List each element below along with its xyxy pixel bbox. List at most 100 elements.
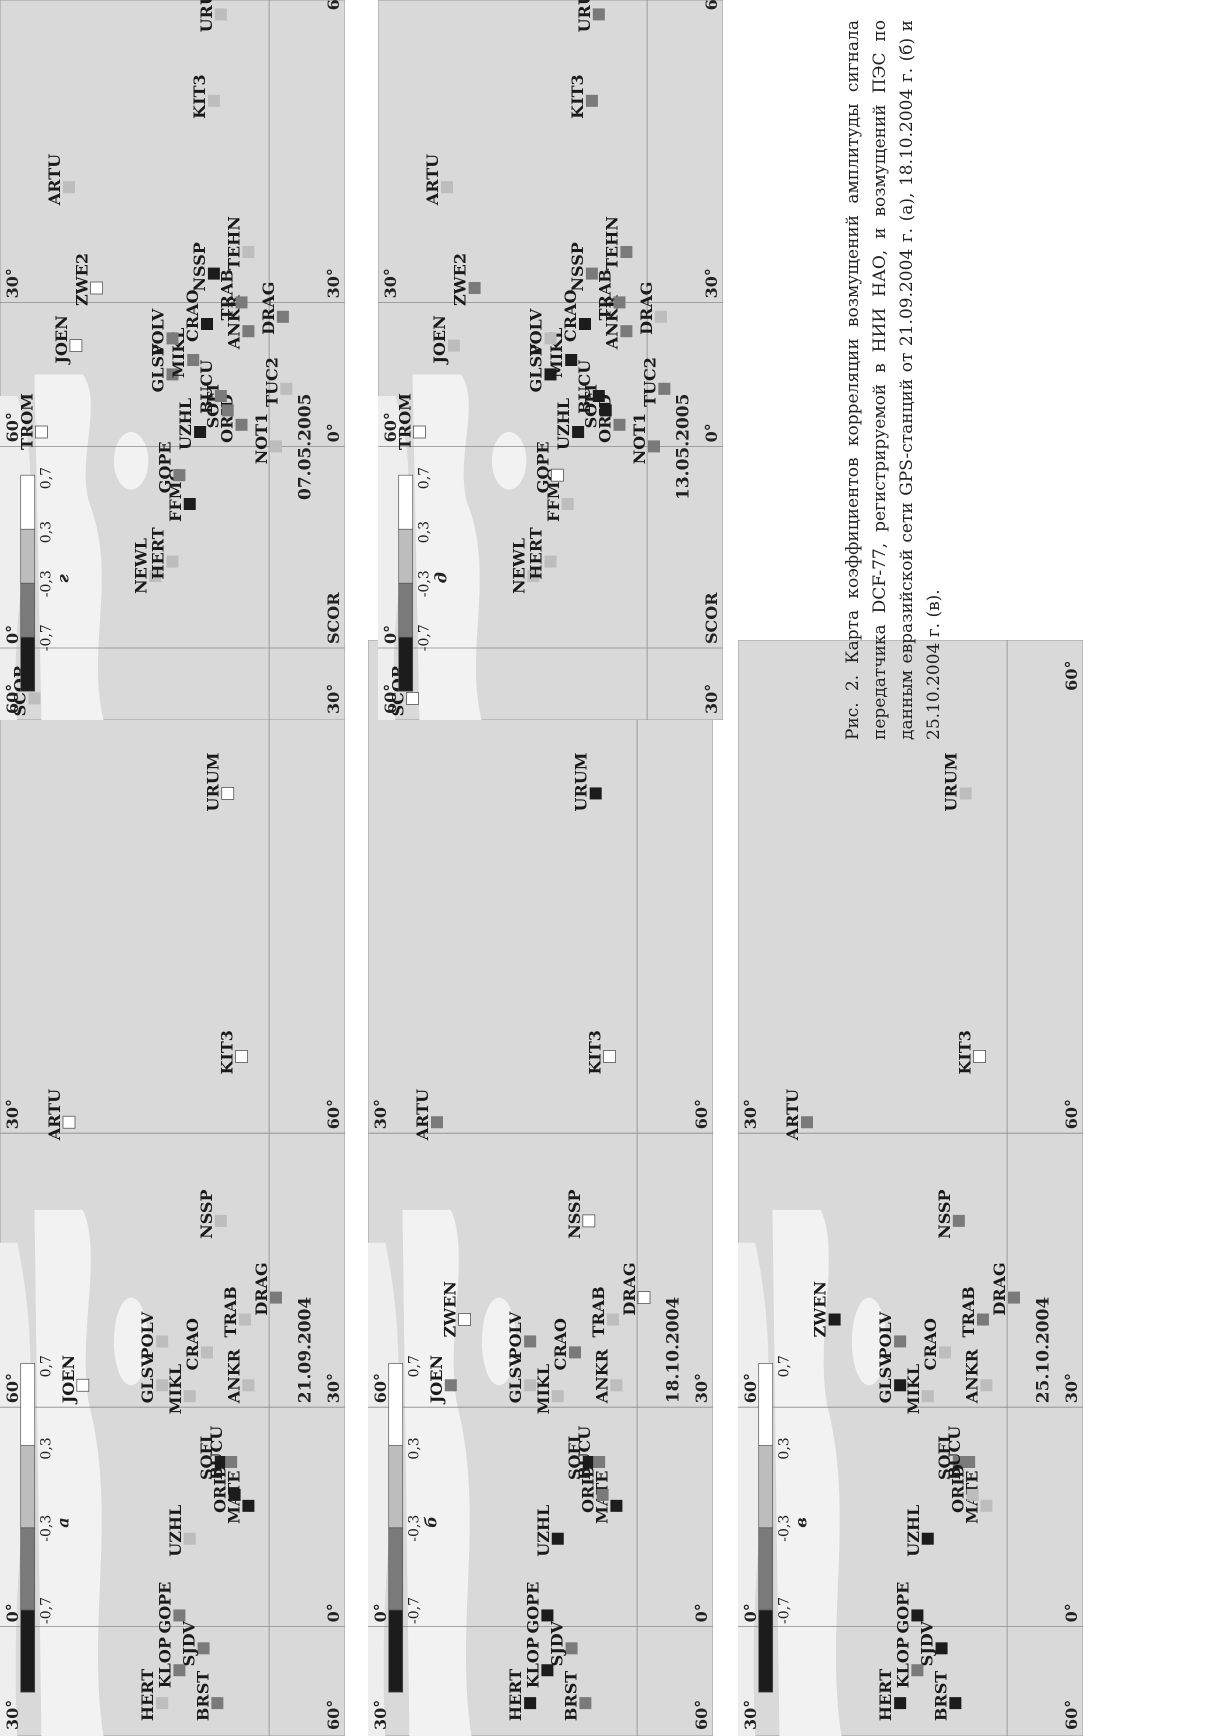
station-label-hert: HERT <box>138 1669 157 1721</box>
station-label-bucu: BUCU <box>197 360 216 414</box>
station-marker-klop <box>541 1664 554 1677</box>
station-marker-mikl <box>565 354 578 366</box>
legend-swatch <box>20 1445 36 1529</box>
station-marker-drag <box>270 1291 282 1304</box>
station-marker-nssp <box>207 267 220 280</box>
station-label-artu: ARTU <box>45 1089 64 1141</box>
sea-region <box>491 431 527 490</box>
station-label-mikl: MIKL <box>904 1364 923 1414</box>
station-marker-hert <box>524 1697 537 1710</box>
station-label-urum: URUM <box>575 0 594 32</box>
station-label-urum: URUM <box>572 753 591 812</box>
figure-caption: Рис. 2. Карта коэффициентов корреляции в… <box>843 20 944 740</box>
panel-date: 07.05.2005 <box>296 394 316 500</box>
station-marker-sofi <box>582 1456 595 1468</box>
station-label-not1: NOT1 <box>252 413 271 465</box>
legend-tick-label: -0,7 <box>39 1597 55 1624</box>
station-label-nssp: NSSP <box>197 1189 216 1238</box>
station-marker-ankr <box>242 325 255 338</box>
station-marker-nssp <box>585 267 598 280</box>
station-marker-hert <box>166 555 179 568</box>
station-label-glsv: GLSV <box>527 343 546 392</box>
station-marker-urum <box>589 787 602 800</box>
station-label-brst: BRST <box>931 1671 950 1721</box>
lat-label: 30° <box>702 684 721 714</box>
station-label-gope: GOPE <box>155 1582 174 1634</box>
station-label-kit3: KIT3 <box>218 1030 237 1074</box>
station-marker-hert <box>156 1697 169 1710</box>
station-marker-artu <box>63 181 75 194</box>
station-marker-nssp <box>582 1214 596 1228</box>
station-label-nssp: NSSP <box>568 242 587 291</box>
sea-region <box>772 1209 842 1736</box>
lat-label: 30° <box>741 1700 760 1730</box>
lon-label: 30° <box>692 1373 711 1403</box>
station-label-orid: ORID <box>579 1464 598 1513</box>
legend-swatch <box>758 1445 774 1529</box>
lat-label: 30° <box>324 684 343 714</box>
station-marker-artu <box>441 181 453 194</box>
station-marker-artu <box>431 1116 443 1129</box>
legend-tick-label: -0,3 <box>777 1515 793 1542</box>
legend-tick-label: 0,3 <box>407 1437 423 1459</box>
lat-label: 60° <box>1062 1700 1081 1730</box>
legend-tick-label: 0,7 <box>39 1355 55 1377</box>
station-marker-joen <box>69 339 83 353</box>
station-label-brst: BRST <box>193 1671 212 1721</box>
station-label-polv: POLV <box>876 1311 895 1359</box>
station-label-tuc2: TUC2 <box>640 357 659 407</box>
station-marker-gope <box>550 468 564 482</box>
station-marker-orid <box>235 418 248 431</box>
lon-label: 60° <box>741 1373 760 1403</box>
station-marker-hert <box>544 555 557 568</box>
lat-label: 60° <box>3 684 22 714</box>
station-marker-ffmg <box>561 498 574 510</box>
legend-swatch <box>20 474 36 530</box>
station-label-urum: URUM <box>197 0 216 32</box>
lon-label: 60° <box>324 1099 343 1129</box>
station-label-ankr: ANKR <box>962 1348 981 1404</box>
lon-label: 60° <box>381 412 400 442</box>
map-panel-a: 60°30°0°30°60°60°0°60°30°21.09.2004HERTK… <box>0 640 345 1736</box>
station-label-trab: TRAB <box>596 269 615 320</box>
station-marker-uzhl <box>194 426 207 438</box>
lon-label: 0° <box>324 1603 343 1622</box>
station-label-drag: DRAG <box>637 282 656 335</box>
station-label-sofi: SOFI <box>935 1436 954 1480</box>
station-marker-uzhl <box>551 1532 564 1545</box>
station-marker-orid <box>596 1488 609 1501</box>
lon-label: 60° <box>3 412 22 442</box>
lat-label: 30° <box>371 1700 390 1730</box>
station-label-sjdv: SJDV <box>918 1621 937 1667</box>
station-marker-hert <box>894 1697 907 1710</box>
sea-region <box>412 374 482 720</box>
station-marker-gope <box>911 1609 924 1622</box>
legend-swatch <box>20 582 36 638</box>
station-marker-gope <box>173 469 186 482</box>
station-label-polv: POLV <box>506 1311 525 1359</box>
station-marker-trom <box>35 425 48 439</box>
station-label-artu: ARTU <box>45 154 64 206</box>
station-marker-drag <box>654 310 667 323</box>
map-svg: 60°30°0°30°60°60°0°60°30°21.09.2004HERTK… <box>0 640 345 1736</box>
station-marker-zwen <box>458 1313 471 1326</box>
station-marker-gope <box>173 1609 186 1622</box>
station-marker-sofi <box>214 1456 227 1468</box>
station-label-joen: JOEN <box>427 1355 446 1405</box>
map-svg: 30°60°SCOR0°30°60°0°60°30°07.05.2005SCOR… <box>0 0 345 720</box>
station-marker-artu <box>801 1116 813 1129</box>
panel-letter: а <box>54 1517 73 1527</box>
lat-label: 60° <box>381 684 400 714</box>
station-marker-not1 <box>648 440 660 453</box>
station-label-newl: NEWL <box>131 538 150 594</box>
legend-tick-label: 0,7 <box>417 467 433 489</box>
station-label-newl: NEWL <box>509 538 528 594</box>
station-label-urum: URUM <box>204 753 223 812</box>
station-marker-polv <box>156 1335 169 1348</box>
station-label-tehn: TEHN <box>602 216 621 270</box>
station-label-glsv: GLSV <box>876 1354 895 1403</box>
lon-label: 0° <box>3 1603 22 1622</box>
station-marker-brst <box>211 1697 224 1710</box>
panel-date: 21.09.2004 <box>296 1297 316 1404</box>
station-label-mikl: MIKL <box>534 1364 553 1414</box>
